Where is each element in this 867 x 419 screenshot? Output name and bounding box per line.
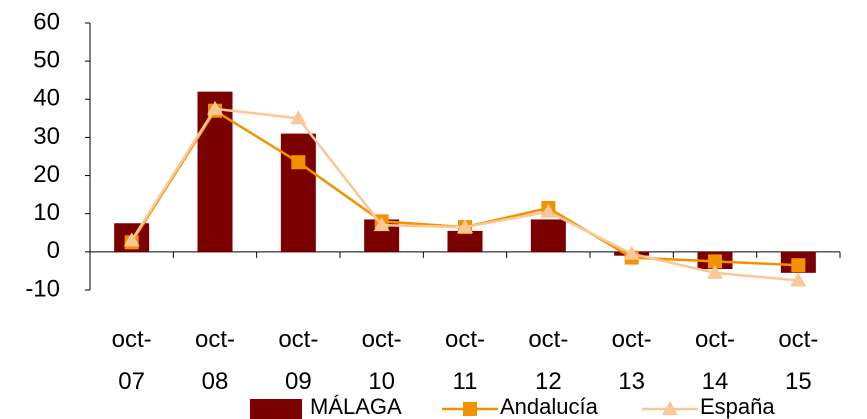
x-tick-label: oct-15 xyxy=(778,326,819,395)
y-tick-label: 60 xyxy=(33,8,60,35)
point xyxy=(791,258,806,273)
y-tick-label: -10 xyxy=(25,275,60,302)
bar xyxy=(447,230,483,252)
legend-marker xyxy=(662,401,678,415)
point xyxy=(708,254,722,269)
y-tick-label: 20 xyxy=(33,161,60,188)
point xyxy=(290,110,307,125)
y-tick-label: 10 xyxy=(33,199,60,226)
x-tick-label: oct-08 xyxy=(194,326,235,395)
y-tick-label: 30 xyxy=(33,123,60,150)
point xyxy=(790,272,807,287)
x-tick-label: oct-07 xyxy=(111,326,152,395)
point xyxy=(207,100,223,115)
point xyxy=(291,155,306,170)
point xyxy=(540,203,557,218)
bar xyxy=(280,133,316,252)
bar xyxy=(530,219,566,252)
y-tick-label: 40 xyxy=(33,85,60,112)
legend-label: España xyxy=(700,394,775,419)
y-tick-label: 50 xyxy=(33,46,60,73)
x-tick-label: oct-14 xyxy=(694,326,735,395)
legend-marker xyxy=(463,402,477,416)
legend-label: Andalucía xyxy=(500,394,599,419)
x-tick-label: oct-12 xyxy=(528,326,569,395)
x-tick-label: oct-10 xyxy=(361,326,402,395)
point xyxy=(457,219,473,234)
point xyxy=(123,232,140,247)
point xyxy=(373,217,390,232)
legend-swatch xyxy=(250,399,302,419)
point xyxy=(623,245,640,260)
y-tick-label: 0 xyxy=(47,237,60,264)
x-tick-label: oct-09 xyxy=(278,326,319,395)
point xyxy=(707,264,723,279)
x-tick-label: oct-13 xyxy=(611,326,652,395)
legend-label: MÁLAGA xyxy=(310,394,402,419)
x-tick-label: oct-11 xyxy=(444,326,485,395)
